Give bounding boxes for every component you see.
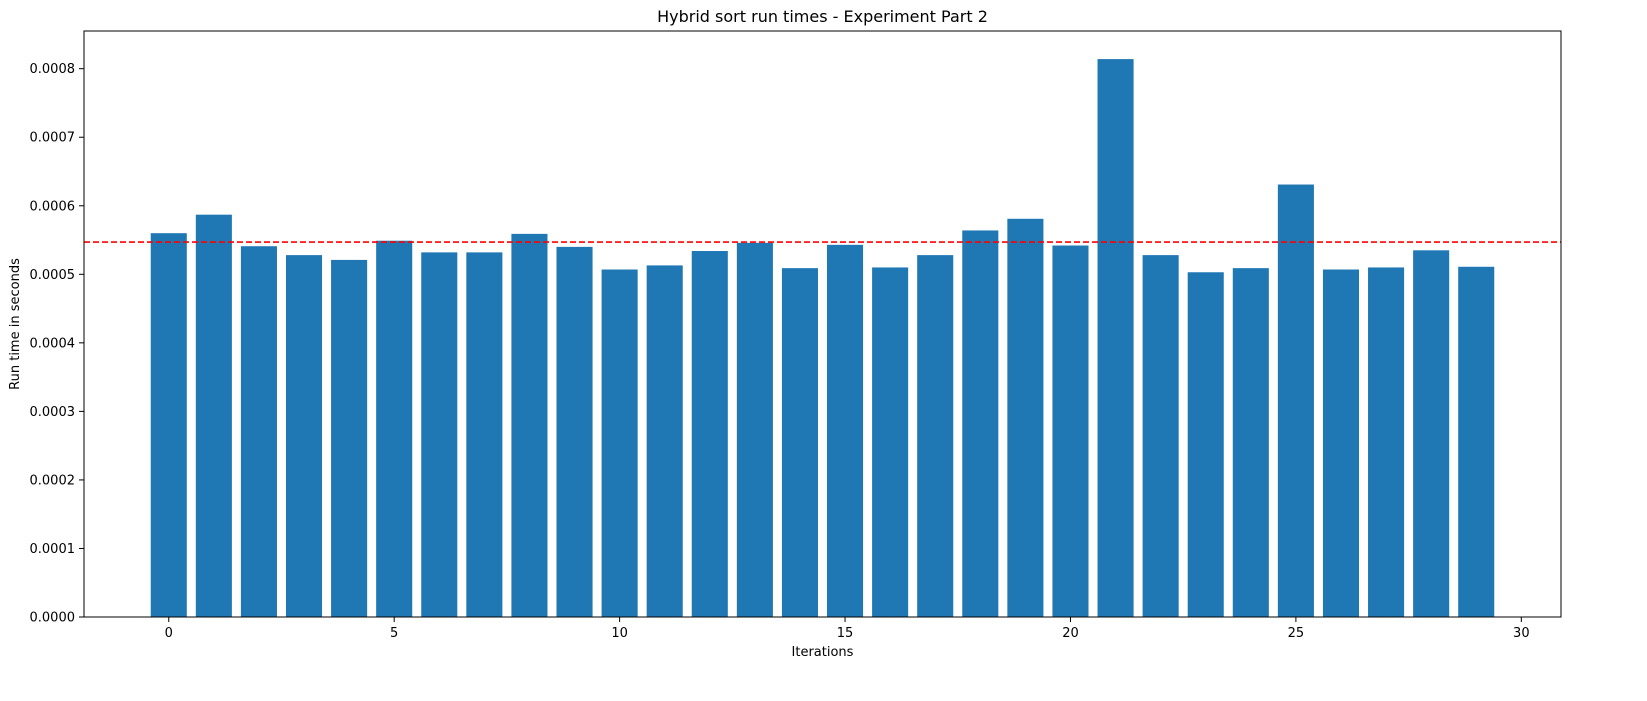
y-tick-label: 0.0008 (30, 62, 76, 77)
bar (1097, 59, 1134, 617)
y-tick-label: 0.0004 (30, 336, 76, 351)
bars-group (150, 59, 1495, 618)
bar (781, 268, 818, 617)
bar (962, 230, 999, 617)
y-tick-label: 0.0003 (30, 405, 76, 420)
bar (1458, 266, 1495, 617)
bar (1007, 218, 1044, 617)
bar (466, 252, 503, 617)
bar (691, 251, 728, 617)
bar (1322, 269, 1360, 617)
bar (872, 267, 909, 617)
bar (1232, 268, 1269, 617)
plot-frame (83, 30, 1562, 618)
x-axis-title: Iterations (792, 645, 854, 660)
x-axis-ticks: 0 5 10 15 20 25 30 (165, 617, 1530, 641)
bar (1142, 255, 1179, 617)
bar (1413, 250, 1450, 617)
bar (646, 265, 683, 617)
bar (421, 252, 458, 617)
y-tick-label: 0.0000 (30, 611, 76, 626)
bar (601, 269, 638, 617)
y-tick-label: 0.0005 (30, 268, 76, 283)
y-tick-label: 0.0006 (30, 199, 76, 214)
x-tick-label: 5 (390, 626, 398, 641)
y-tick-label: 0.0007 (30, 131, 76, 146)
chart-title: Hybrid sort run times - Experiment Part … (657, 7, 988, 26)
bar (240, 246, 277, 617)
bar (331, 259, 368, 617)
y-tick-label: 0.0002 (30, 473, 76, 488)
y-axis-title: Run time in seconds (8, 258, 23, 390)
bar (376, 240, 413, 617)
bar (1277, 184, 1314, 617)
x-tick-label: 30 (1513, 626, 1530, 641)
bar (511, 233, 548, 618)
bar (1052, 245, 1089, 617)
bar (827, 244, 864, 617)
x-tick-label: 20 (1062, 626, 1079, 641)
x-tick-label: 10 (611, 626, 628, 641)
bar (285, 255, 323, 617)
x-tick-label: 25 (1288, 626, 1305, 641)
bar (150, 233, 187, 617)
x-tick-label: 0 (165, 626, 173, 641)
x-tick-label: 15 (837, 626, 854, 641)
bar (556, 246, 593, 618)
y-axis-ticks: 0.0000 0.0001 0.0002 0.0003 0.0004 0.0005 0.00… (30, 62, 84, 626)
bar (195, 214, 232, 617)
bar (1187, 272, 1224, 617)
bar (736, 242, 773, 617)
bar (1368, 267, 1405, 617)
y-tick-label: 0.0001 (30, 542, 76, 557)
bar (917, 255, 954, 617)
